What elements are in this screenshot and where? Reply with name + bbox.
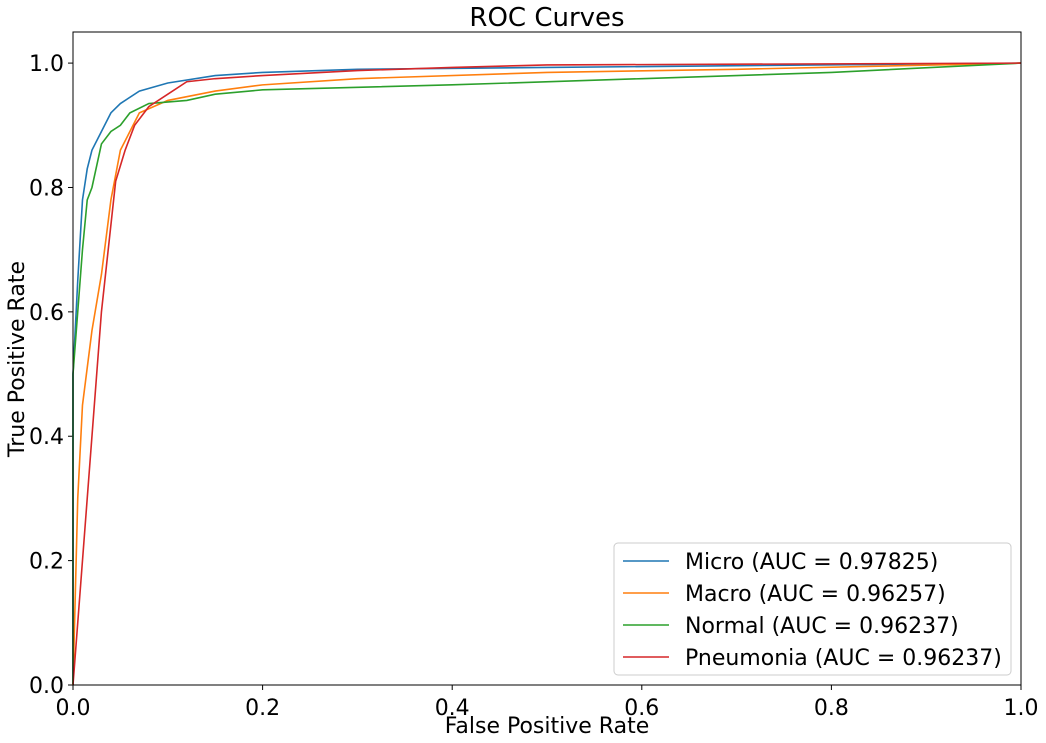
roc-curve [72,62,1022,685]
legend-label: Micro (AUC = 0.97825) [685,550,938,575]
y-axis-label: True Positive Rate [5,261,30,458]
roc-curve [72,62,1022,686]
roc-curve [72,62,1022,685]
chart-title: ROC Curves [469,3,624,33]
x-tick-label: 0.0 [56,696,91,721]
legend-label: Normal (AUC = 0.96237) [685,614,959,639]
legend-label: Macro (AUC = 0.96257) [685,582,946,607]
x-tick-label: 0.2 [245,696,280,721]
x-tick-label: 1.0 [1004,696,1039,721]
x-tick-label: 0.6 [624,696,659,721]
y-tick-label: 1.0 [29,52,64,77]
x-tick-label: 0.4 [435,696,470,721]
y-tick-label: 0.6 [29,301,64,326]
y-tick-label: 0.0 [29,674,64,699]
legend-box [613,542,1012,676]
x-axis-label: False Positive Rate [445,714,649,739]
y-tick-label: 0.8 [29,176,64,201]
legend: Micro (AUC = 0.97825) Macro (AUC = 0.9625… [613,542,1012,676]
plot-frame [72,31,1022,686]
y-tick-label: 0.2 [29,550,64,575]
x-tick-label: 0.8 [814,696,849,721]
y-tick-label: 0.4 [29,425,64,450]
roc-curve [72,62,1022,686]
legend-label: Pneumonia (AUC = 0.96237) [685,646,1002,671]
